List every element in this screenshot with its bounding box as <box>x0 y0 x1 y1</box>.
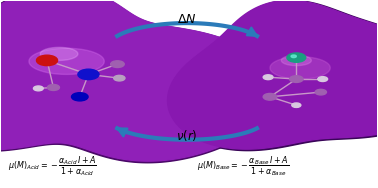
Circle shape <box>290 76 303 82</box>
Polygon shape <box>29 48 104 74</box>
Polygon shape <box>281 55 311 66</box>
Circle shape <box>291 55 296 58</box>
Text: $\nu(r)$: $\nu(r)$ <box>176 128 198 143</box>
Text: $\mu(M)_{Base} = -\dfrac{\alpha_{Base}\,I + A}{1 + \alpha_{Base}}$: $\mu(M)_{Base} = -\dfrac{\alpha_{Base}\,… <box>197 154 288 178</box>
Polygon shape <box>40 47 78 60</box>
Circle shape <box>114 75 125 81</box>
Circle shape <box>71 93 88 101</box>
Text: $\Delta N$: $\Delta N$ <box>177 13 197 26</box>
Circle shape <box>263 75 273 80</box>
Circle shape <box>34 86 43 91</box>
Circle shape <box>315 89 327 95</box>
Circle shape <box>47 84 59 90</box>
Polygon shape <box>270 57 330 79</box>
Circle shape <box>36 55 57 66</box>
Circle shape <box>292 103 301 107</box>
Polygon shape <box>0 0 274 161</box>
Circle shape <box>318 77 328 81</box>
Circle shape <box>78 69 99 80</box>
Circle shape <box>287 53 306 62</box>
Polygon shape <box>0 0 275 163</box>
Text: $\mu(M)_{Acid} = -\dfrac{\alpha_{Acid}\,I + A}{1 + \alpha_{Acid}}$: $\mu(M)_{Acid} = -\dfrac{\alpha_{Acid}\,… <box>8 154 97 178</box>
Polygon shape <box>168 0 378 151</box>
Circle shape <box>263 93 277 100</box>
Polygon shape <box>167 0 378 149</box>
Circle shape <box>111 61 124 67</box>
